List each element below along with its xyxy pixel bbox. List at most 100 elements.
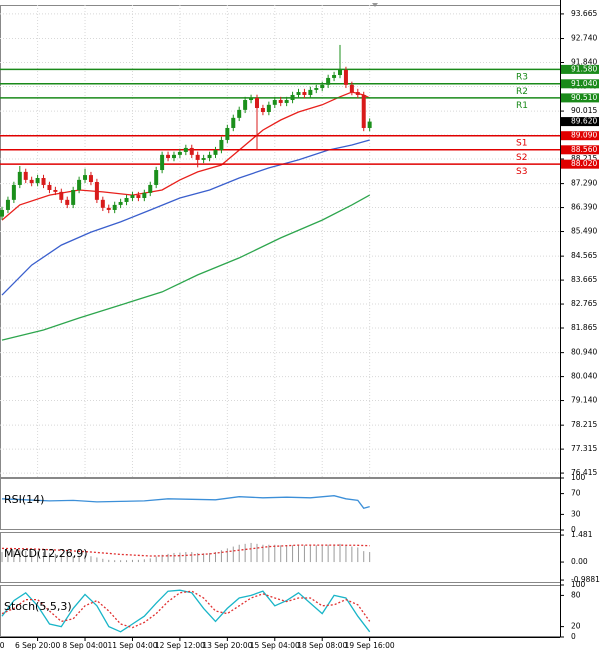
level-name: S2 bbox=[516, 153, 527, 163]
level-box bbox=[561, 131, 599, 141]
candle-body bbox=[71, 189, 76, 205]
y-tick-label: 80.940 bbox=[571, 348, 597, 357]
candle-body bbox=[94, 182, 99, 200]
indicator-line bbox=[1, 495, 370, 509]
candle-body bbox=[136, 195, 141, 198]
candle-body bbox=[160, 154, 165, 171]
y-tick-label: 79.140 bbox=[571, 396, 597, 405]
x-tick-label: 2:00 bbox=[0, 641, 5, 650]
candle-body bbox=[112, 204, 117, 210]
level-box bbox=[561, 79, 599, 89]
y-tick-label: 0 bbox=[571, 525, 576, 534]
level-box bbox=[561, 93, 599, 103]
y-tick-label: 0 bbox=[571, 632, 576, 641]
candle-body bbox=[278, 100, 283, 103]
candle-body bbox=[219, 139, 224, 151]
level-label: 88.020 bbox=[571, 159, 597, 168]
candle-body bbox=[142, 192, 147, 198]
candle-body bbox=[5, 199, 10, 210]
last-price-label: 89.620 bbox=[571, 117, 597, 126]
candle-body bbox=[302, 92, 307, 95]
candle-body bbox=[106, 207, 111, 210]
level-name: R3 bbox=[516, 72, 528, 82]
signal-line bbox=[1, 544, 370, 557]
candle-body bbox=[314, 88, 319, 90]
x-tick-label: 19 Sep 16:00 bbox=[345, 641, 395, 650]
level-label: 89.090 bbox=[571, 131, 597, 140]
candle-body bbox=[361, 94, 366, 128]
y-tick-label: 100 bbox=[571, 473, 586, 482]
candle-body bbox=[59, 191, 64, 200]
candle-body bbox=[207, 154, 212, 159]
candle-body bbox=[41, 178, 46, 185]
y-tick-label: 76.415 bbox=[571, 468, 597, 477]
y-tick-label: 77.315 bbox=[571, 444, 597, 453]
candle-body bbox=[17, 171, 22, 185]
candle-body bbox=[249, 97, 254, 101]
level-name: R2 bbox=[516, 87, 528, 97]
level-label: 91.040 bbox=[571, 79, 597, 88]
candle-body bbox=[237, 109, 242, 118]
candle-body bbox=[349, 84, 354, 93]
moving-average bbox=[1, 194, 371, 341]
y-tick-label: 78.215 bbox=[571, 420, 597, 429]
x-tick-label: 6 Sep 20:00 bbox=[15, 641, 61, 650]
level-label: 88.560 bbox=[571, 145, 597, 154]
level-label: 90.510 bbox=[571, 93, 597, 102]
pane-title: Stoch(5,5,3) bbox=[4, 600, 72, 613]
candle-body bbox=[231, 117, 236, 128]
candle-body bbox=[225, 127, 230, 140]
level-name: S3 bbox=[516, 167, 527, 177]
x-tick-label: 15 Sep 04:00 bbox=[250, 641, 300, 650]
candle-body bbox=[308, 89, 313, 95]
candle-body bbox=[213, 150, 218, 155]
candle-body bbox=[343, 69, 348, 85]
candle-body bbox=[183, 147, 188, 152]
y-tick-label: 92.740 bbox=[571, 34, 597, 43]
candle-body bbox=[154, 170, 159, 185]
y-tick-label: 86.390 bbox=[571, 203, 597, 212]
y-tick-label: 84.565 bbox=[571, 251, 597, 260]
x-tick-label: 11 Sep 04:00 bbox=[107, 641, 157, 650]
y-tick-label: 88.215 bbox=[571, 154, 597, 163]
candle-body bbox=[290, 94, 295, 101]
candle-body bbox=[326, 77, 331, 85]
candle-body bbox=[189, 147, 194, 155]
indicator-line bbox=[1, 590, 371, 629]
candle-body bbox=[320, 84, 325, 89]
candle-body bbox=[355, 92, 360, 95]
candle-body bbox=[53, 189, 58, 192]
candle-body bbox=[77, 179, 82, 190]
candle-body bbox=[260, 108, 265, 113]
moving-average bbox=[1, 139, 370, 296]
candle-body bbox=[124, 197, 129, 202]
candle-body bbox=[367, 121, 372, 128]
candle-body bbox=[332, 75, 337, 78]
candle-body bbox=[243, 100, 248, 110]
level-name: S1 bbox=[516, 139, 527, 149]
y-tick-label: 90.015 bbox=[571, 106, 597, 115]
candle-body bbox=[11, 184, 16, 200]
candle-body bbox=[266, 104, 271, 113]
y-tick-label: 83.665 bbox=[571, 275, 597, 284]
x-tick-label: 12 Sep 12:00 bbox=[155, 641, 205, 650]
y-tick-label: 70 bbox=[571, 489, 581, 498]
y-tick-label: 80 bbox=[571, 590, 581, 599]
candle-body bbox=[177, 151, 182, 155]
candle-body bbox=[296, 92, 301, 95]
y-tick-label: 82.765 bbox=[571, 299, 597, 308]
candle-body bbox=[254, 97, 259, 109]
candle-body bbox=[272, 100, 277, 105]
candle-body bbox=[338, 69, 343, 76]
y-tick-label: 100 bbox=[571, 580, 586, 589]
candle-body bbox=[0, 209, 5, 217]
candle-body bbox=[284, 100, 289, 103]
y-tick-label: 30 bbox=[571, 509, 581, 518]
level-label: 91.580 bbox=[571, 64, 597, 73]
candle-body bbox=[35, 178, 40, 184]
level-box bbox=[561, 145, 599, 155]
y-tick-label: 0.00 bbox=[571, 557, 588, 566]
candle-body bbox=[65, 199, 70, 205]
